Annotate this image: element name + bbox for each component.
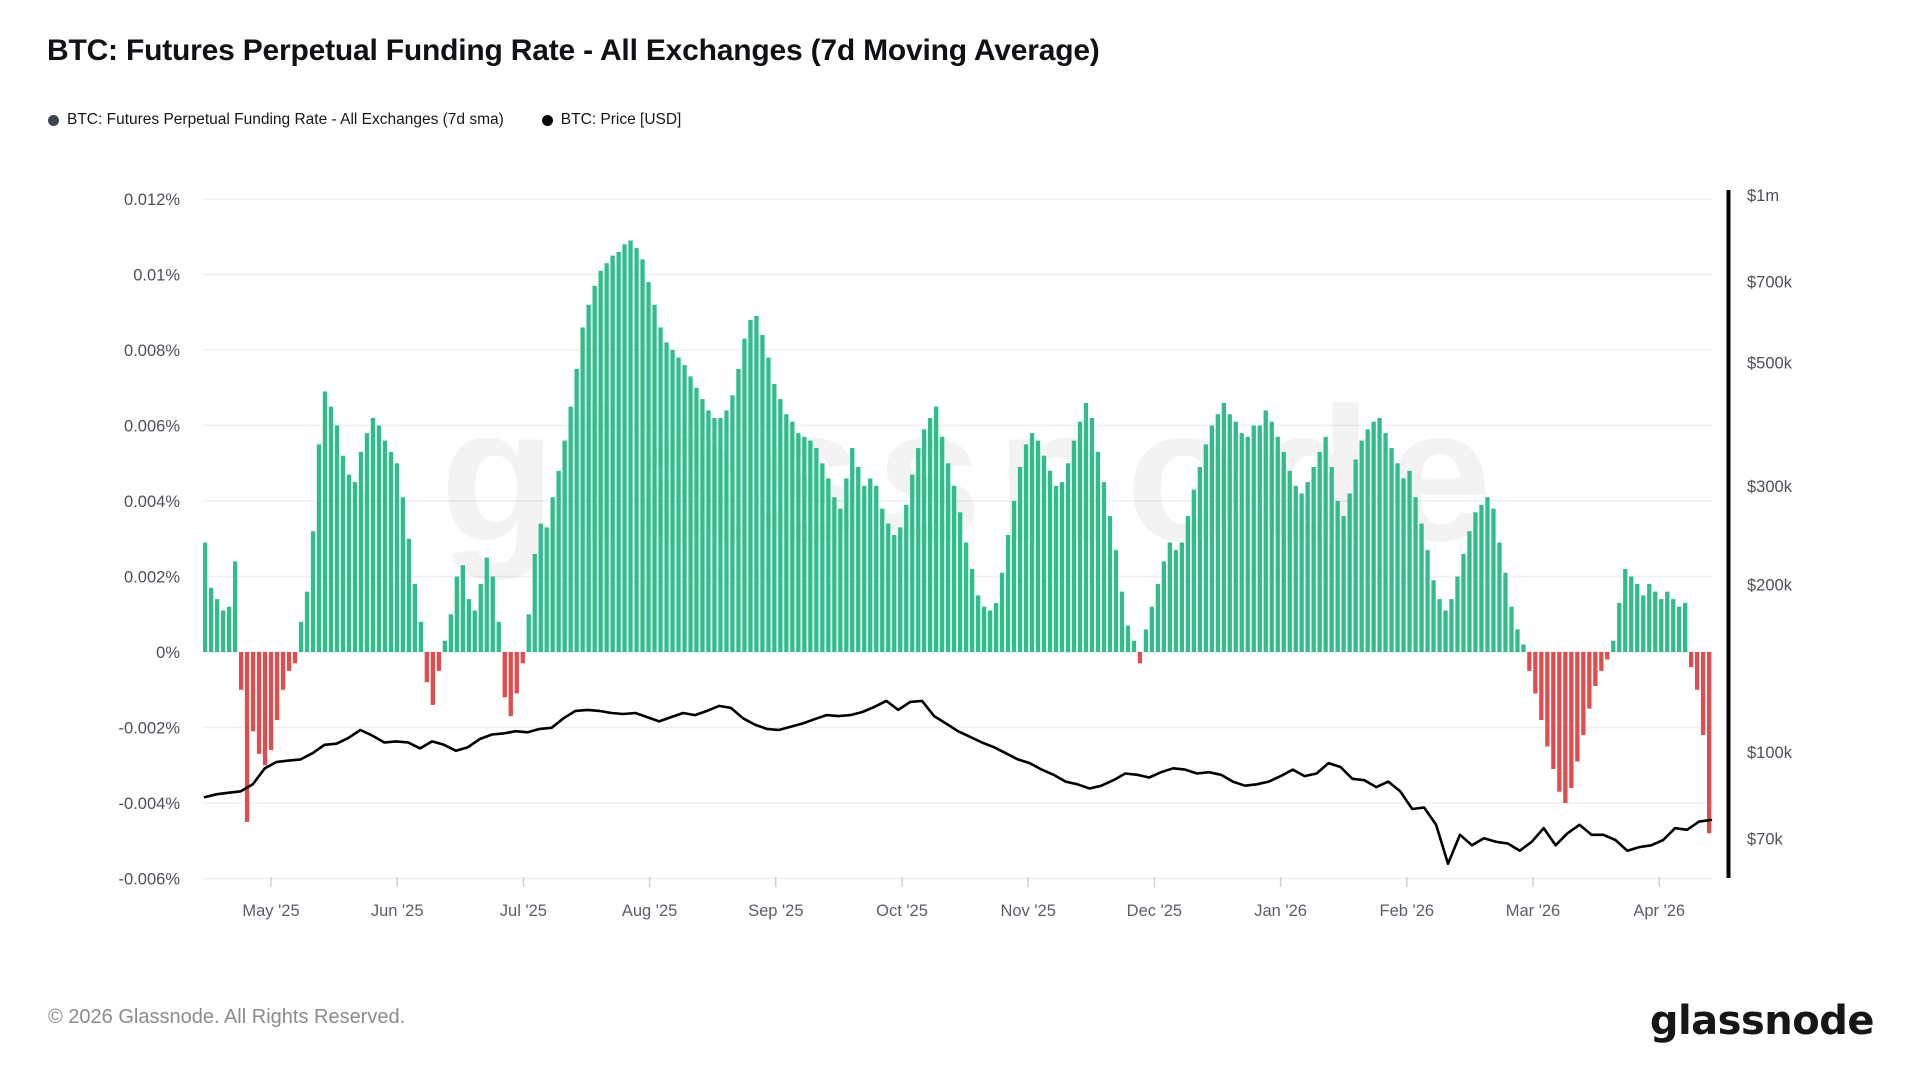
left-axis-tick-label: 0.01% <box>133 267 180 285</box>
x-axis-tick-label: Oct '25 <box>876 902 928 920</box>
legend-item-price[interactable]: BTC: Price [USD] <box>541 111 682 129</box>
right-axis-tick-label: $300k <box>1747 478 1793 496</box>
x-axis-tick-label: Apr '26 <box>1633 902 1685 920</box>
x-axis-tick-label: Aug '25 <box>622 902 677 920</box>
right-axis-tick-label: $100k <box>1747 744 1793 762</box>
left-axis-tick-label: -0.002% <box>119 720 181 738</box>
left-axis-tick-label: -0.006% <box>119 871 181 889</box>
right-axis-tick-label: $500k <box>1747 355 1793 373</box>
right-axis-tick-label: $200k <box>1747 576 1793 594</box>
x-axis-tick-label: Jan '26 <box>1254 902 1307 920</box>
x-axis-tick-label: May '25 <box>242 902 299 920</box>
x-axis-tick-label: Jul '25 <box>500 902 547 920</box>
x-axis-tick-label: Dec '25 <box>1127 902 1182 920</box>
left-axis-tick-label: 0% <box>156 644 180 662</box>
right-axis-tick-label: $70k <box>1747 830 1784 848</box>
legend-dot-price-icon <box>541 114 553 126</box>
x-axis-tick-label: Sep '25 <box>748 902 803 920</box>
page-title: BTC: Futures Perpetual Funding Rate - Al… <box>47 34 1100 67</box>
right-axis-tick-label: $700k <box>1747 273 1793 291</box>
right-axis-tick-label: $1m <box>1747 187 1779 205</box>
copyright-text: © 2026 Glassnode. All Rights Reserved. <box>48 1006 406 1028</box>
price-line <box>203 699 1713 866</box>
legend-label-funding-rate: BTC: Futures Perpetual Funding Rate - Al… <box>67 111 504 128</box>
left-axis-tick-label: 0.002% <box>124 569 180 587</box>
x-axis-tick-label: Nov '25 <box>1000 902 1055 920</box>
x-axis-tick-label: Mar '26 <box>1506 902 1561 920</box>
x-axis-tick-label: Feb '26 <box>1380 902 1435 920</box>
left-axis-tick-label: 0.012% <box>124 191 180 209</box>
x-axis-tick-label: Jun '25 <box>371 902 424 920</box>
left-axis-tick-label: 0.004% <box>124 493 180 511</box>
left-axis-tick-label: -0.004% <box>119 795 181 813</box>
left-axis-tick-label: 0.008% <box>124 342 180 360</box>
legend-label-price: BTC: Price [USD] <box>560 111 682 128</box>
legend-item-funding-rate[interactable]: BTC: Futures Perpetual Funding Rate - Al… <box>48 111 504 129</box>
chart-legend: BTC: Futures Perpetual Funding Rate - Al… <box>48 111 681 129</box>
legend-dot-funding-rate-icon <box>48 114 59 126</box>
left-axis-tick-label: 0.006% <box>124 418 180 436</box>
glassnode-logo: glassnode <box>1649 998 1875 1044</box>
funding-rate-bars <box>203 240 1712 834</box>
